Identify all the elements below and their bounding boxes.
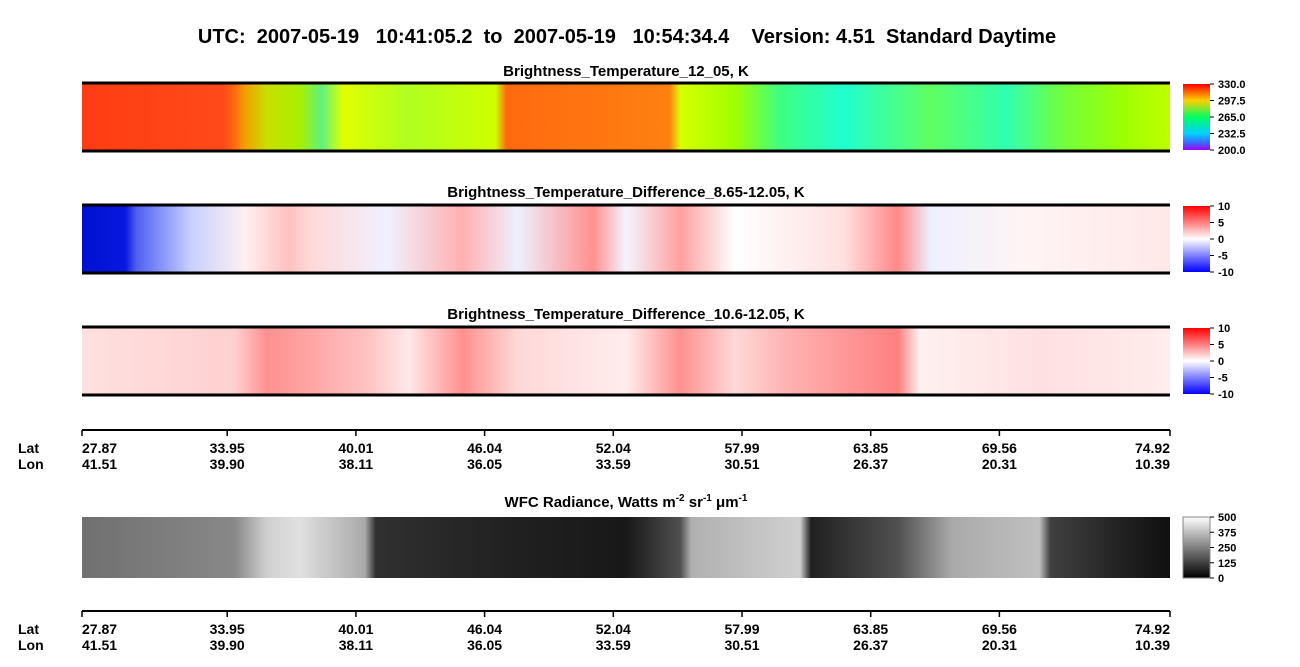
lat-value: 40.01 [338,621,373,637]
lat-value: 46.04 [467,621,502,637]
lat-value: 69.56 [982,440,1017,456]
lat-value: 27.87 [82,621,117,637]
lon-value: 38.11 [339,637,373,653]
title-part: WFC Radiance, Watts m [505,494,676,511]
lon-value: 20.31 [982,456,1017,472]
lon-value: 30.51 [724,637,759,653]
colorbar [1183,84,1210,150]
image [82,84,1170,150]
panel-title: Brightness_Temperature_Difference_8.65-1… [447,184,805,201]
lat-value: 52.04 [596,440,631,456]
lon-value: 36.05 [467,456,502,472]
colorbar-label: 10 [1218,323,1230,335]
colorbar-label: 330.0 [1218,79,1246,91]
lat-value: 46.04 [467,440,502,456]
title-part: sr [685,494,704,511]
colorbar [1183,328,1210,394]
image [82,517,1170,578]
colorbar-label: -10 [1218,389,1234,401]
colorbar-label: 10 [1218,201,1230,213]
lat-value: 57.99 [724,440,759,456]
lat-value: 69.56 [982,621,1017,637]
lat-value: 63.85 [853,621,888,637]
colorbar-label: -5 [1218,373,1228,385]
lon-value: 39.90 [210,637,245,653]
lon-value: 10.39 [1135,637,1170,653]
colorbar-label: 200.0 [1218,145,1246,157]
lon-value: 41.51 [82,456,117,472]
lon-value: 33.59 [596,456,631,472]
lon-value: 30.51 [724,456,759,472]
lat-value: 33.95 [210,621,245,637]
colorbar-label: 125 [1218,558,1236,570]
colorbar-label: 0 [1218,573,1224,585]
colorbar-label: 5 [1218,340,1224,352]
image [82,328,1170,394]
lat-value: 33.95 [210,440,245,456]
lat-value: 63.85 [853,440,888,456]
lon-value: 26.37 [853,637,888,653]
lat-value: 40.01 [338,440,373,456]
lat-label: Lat [18,621,39,637]
page-title: UTC: 2007-05-19 10:41:05.2 to 2007-05-19… [198,26,1056,48]
colorbar-label: 0 [1218,234,1224,246]
panel-title: WFC Radiance, Watts m-2 sr-1 μm-1 [505,493,748,511]
title-part: μm [712,494,739,511]
lon-value: 38.11 [339,456,373,472]
lat-label: Lat [18,440,39,456]
lat-value: 52.04 [596,621,631,637]
colorbar-label: 500 [1218,512,1236,524]
lon-value: 39.90 [210,456,245,472]
colorbar-label: -5 [1218,251,1228,263]
lon-value: 26.37 [853,456,888,472]
colorbar-label: 5 [1218,218,1224,230]
lat-value: 74.92 [1135,621,1170,637]
colorbar-label: 232.5 [1218,129,1246,141]
lon-value: 36.05 [467,637,502,653]
lat-value: 74.92 [1135,440,1170,456]
colorbar-label: -10 [1218,267,1234,279]
colorbar [1183,206,1210,272]
colorbar-label: 297.5 [1218,96,1246,108]
title-part: -1 [703,493,712,504]
colorbar [1182,516,1211,579]
lon-label: Lon [18,456,44,472]
lon-value: 33.59 [596,637,631,653]
lat-value: 57.99 [724,621,759,637]
colorbar-label: 265.0 [1218,112,1246,124]
colorbar-label: 250 [1218,543,1236,555]
lat-value: 27.87 [82,440,117,456]
colorbar-label: 0 [1218,356,1224,368]
title-part: -2 [676,493,685,504]
lon-value: 10.39 [1135,456,1170,472]
title-part: -1 [739,493,748,504]
panel-title: Brightness_Temperature_Difference_10.6-1… [447,306,805,323]
colorbar-label: 375 [1218,527,1236,539]
lon-value: 20.31 [982,637,1017,653]
lon-label: Lon [18,637,44,653]
panel-title: Brightness_Temperature_12_05, K [503,63,749,80]
lon-value: 41.51 [82,637,117,653]
image [82,206,1170,272]
